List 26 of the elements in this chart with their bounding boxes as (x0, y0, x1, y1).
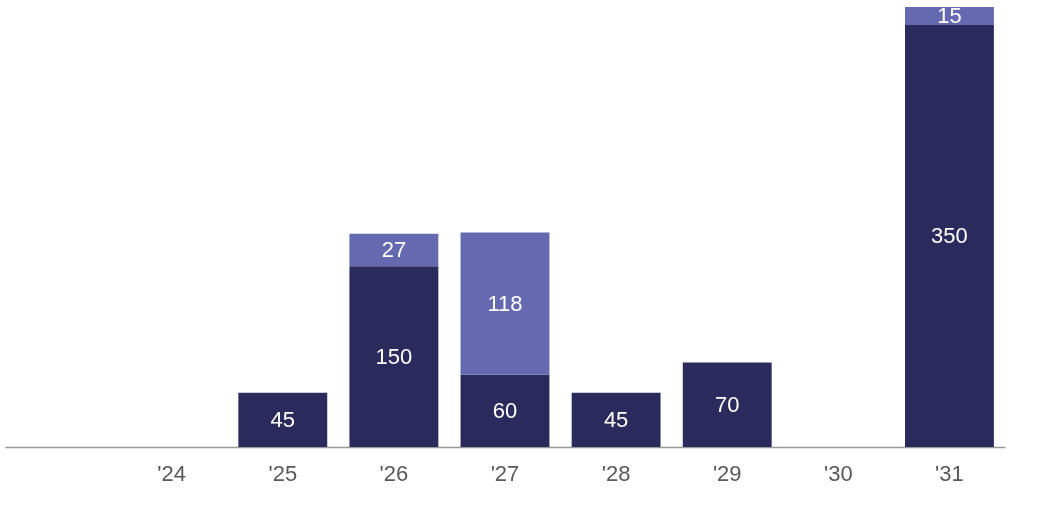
bar (460, 232, 550, 375)
bar (460, 374, 550, 447)
x-tick-label: '31 (935, 460, 964, 486)
data-label: 350 (931, 223, 968, 249)
bar (682, 362, 772, 447)
bar (571, 392, 661, 447)
data-label: 45 (270, 406, 296, 432)
x-tick-label: '24 (157, 460, 186, 486)
x-tick-label: '26 (379, 460, 409, 486)
bar (238, 392, 328, 447)
x-tick-label: '29 (712, 460, 742, 486)
data-label: 150 (375, 343, 413, 369)
data-label: 27 (381, 236, 407, 262)
x-tick-label: '28 (601, 460, 631, 486)
data-label: 118 (487, 290, 523, 316)
bar (349, 266, 439, 447)
data-label: 45 (603, 406, 629, 432)
data-label: 60 (492, 397, 518, 423)
x-tick-label: '25 (268, 460, 298, 486)
bar (349, 233, 439, 267)
x-tick-label: '27 (490, 460, 520, 486)
x-tick-label: '30 (824, 460, 853, 486)
data-label: 15 (937, 3, 962, 29)
bar (905, 7, 994, 26)
bar (905, 25, 994, 447)
data-label: 70 (714, 391, 740, 417)
